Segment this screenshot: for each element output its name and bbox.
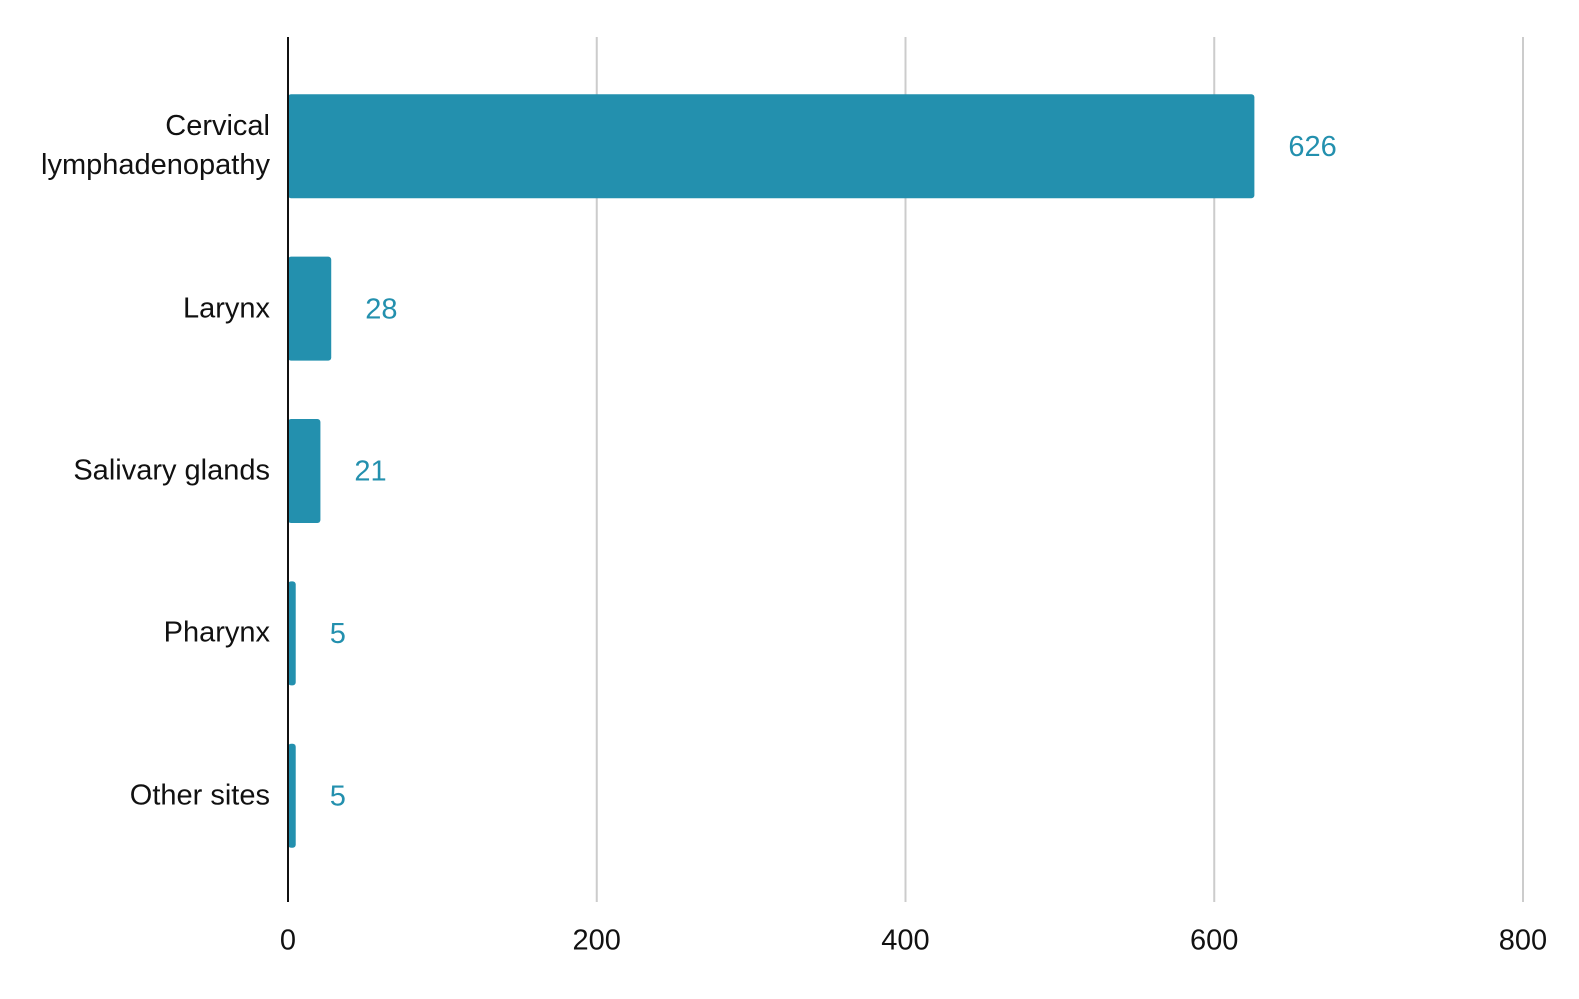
x-tick-label: 800 bbox=[1499, 925, 1547, 957]
value-label: 5 bbox=[330, 780, 346, 812]
value-label: 626 bbox=[1288, 131, 1336, 163]
x-tick-label: 400 bbox=[881, 925, 929, 957]
y-tick-label: Salivary glands bbox=[73, 454, 270, 487]
bar bbox=[288, 743, 296, 848]
y-tick-label: Other sites bbox=[129, 779, 270, 812]
bar bbox=[288, 419, 321, 523]
y-tick-label: Pharynx bbox=[163, 616, 270, 649]
x-tick-label: 0 bbox=[280, 925, 296, 957]
value-label: 21 bbox=[354, 456, 386, 488]
value-label: 28 bbox=[365, 293, 397, 325]
y-tick-label: Cervical lymphadenopathy bbox=[41, 110, 270, 182]
bar bbox=[288, 581, 296, 686]
value-label: 5 bbox=[330, 618, 346, 650]
bar bbox=[288, 94, 1255, 199]
x-tick-label: 200 bbox=[573, 925, 621, 957]
y-tick-label: Larynx bbox=[182, 292, 270, 325]
bar bbox=[288, 256, 332, 361]
x-tick-label: 600 bbox=[1190, 925, 1238, 957]
